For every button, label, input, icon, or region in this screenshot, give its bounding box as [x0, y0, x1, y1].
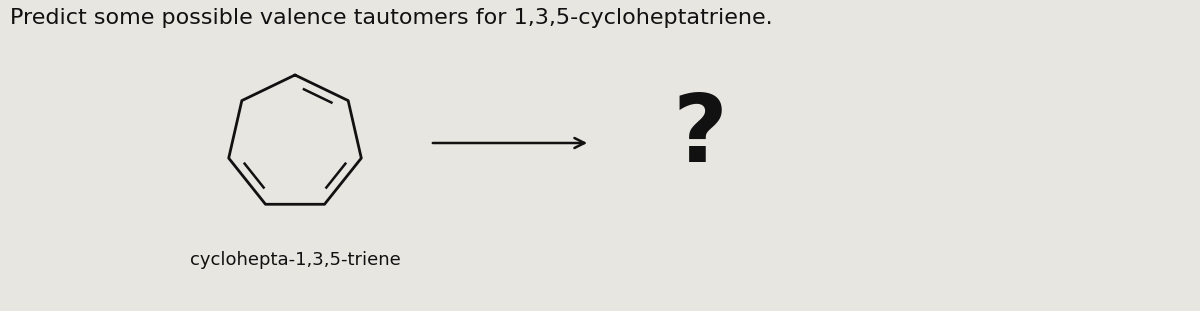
Text: Predict some possible valence tautomers for 1,3,5-cycloheptatriene.: Predict some possible valence tautomers …: [10, 8, 773, 28]
Text: ?: ?: [672, 90, 727, 182]
Text: cyclohepta-1,3,5-triene: cyclohepta-1,3,5-triene: [190, 251, 401, 269]
